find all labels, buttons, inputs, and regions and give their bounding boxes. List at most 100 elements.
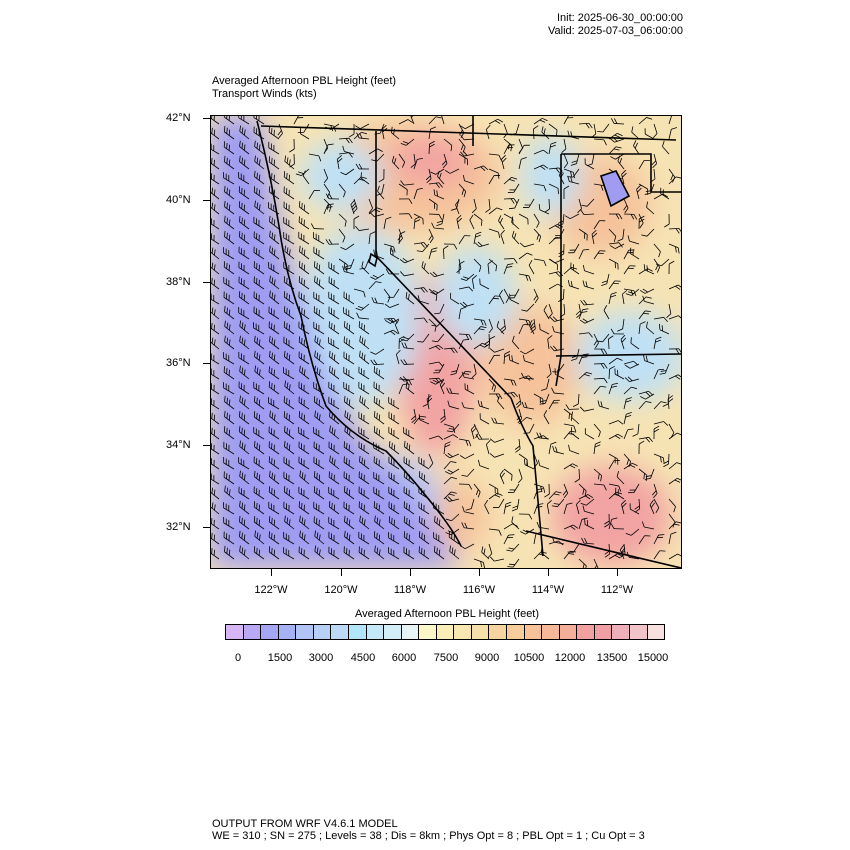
wind-barb bbox=[328, 441, 340, 455]
wind-barb bbox=[253, 456, 265, 470]
utah-valley-low bbox=[521, 136, 581, 216]
wind-barb bbox=[343, 501, 355, 515]
wind-barb bbox=[398, 213, 413, 219]
wind-barb bbox=[584, 428, 595, 440]
wind-barb bbox=[443, 245, 449, 260]
wind-barb bbox=[668, 553, 681, 560]
wind-barb bbox=[299, 515, 310, 530]
wind-barb bbox=[403, 546, 415, 560]
wind-barb bbox=[329, 455, 340, 470]
wind-barb bbox=[325, 239, 340, 245]
wind-barb bbox=[653, 453, 665, 464]
wind-barb bbox=[238, 276, 250, 290]
wind-barb bbox=[401, 342, 415, 350]
wind-barb bbox=[239, 320, 250, 335]
colorbar-swatch bbox=[331, 625, 349, 639]
wind-barb bbox=[473, 165, 489, 171]
wind-barb bbox=[631, 126, 640, 140]
wind-barb bbox=[593, 483, 607, 491]
wind-barb bbox=[609, 243, 625, 249]
wind-barb bbox=[515, 393, 522, 409]
lat-label-36n: 36°N bbox=[166, 357, 191, 369]
wind-barb bbox=[518, 468, 523, 484]
wind-barb bbox=[608, 420, 624, 425]
wind-barb bbox=[653, 534, 665, 545]
wind-barb bbox=[269, 350, 280, 365]
wind-barb bbox=[623, 428, 634, 440]
wind-barb bbox=[388, 440, 400, 455]
wind-barb bbox=[584, 158, 595, 170]
wind-barb bbox=[428, 126, 437, 140]
wind-barb bbox=[465, 498, 475, 511]
wind-barb bbox=[416, 243, 430, 253]
wind-barb bbox=[614, 368, 625, 380]
wind-barb bbox=[313, 291, 325, 305]
wind-barb bbox=[518, 157, 527, 170]
wind-barb bbox=[343, 366, 355, 380]
wind-barb bbox=[253, 501, 265, 515]
wind-barb bbox=[511, 230, 520, 245]
wind-barb bbox=[387, 288, 400, 298]
wind-barb bbox=[458, 183, 467, 198]
wind-barb bbox=[488, 378, 497, 393]
wind-barb bbox=[268, 366, 280, 380]
wind-barb bbox=[283, 532, 295, 545]
wind-barb bbox=[239, 530, 250, 545]
lon-label-118w: 118°W bbox=[393, 584, 427, 596]
colorbar-swatch bbox=[471, 625, 490, 639]
wind-barb bbox=[239, 335, 250, 350]
wind-barb bbox=[343, 471, 355, 485]
wind-barb bbox=[668, 243, 680, 254]
wind-barb bbox=[223, 471, 235, 485]
wind-barb bbox=[578, 228, 588, 241]
wind-barb bbox=[582, 280, 595, 290]
wind-barb bbox=[328, 487, 340, 500]
wind-barb bbox=[627, 235, 640, 245]
wind-barb bbox=[552, 326, 565, 335]
wind-barb bbox=[239, 215, 250, 230]
wind-barb bbox=[410, 153, 416, 168]
wind-barb bbox=[254, 170, 265, 185]
wind-barb bbox=[313, 396, 325, 410]
wind-barb bbox=[211, 532, 220, 545]
wind-barb bbox=[373, 501, 385, 515]
wind-barb bbox=[211, 173, 220, 185]
wind-barb bbox=[314, 335, 325, 350]
wind-barb bbox=[253, 246, 265, 260]
wind-barb bbox=[653, 368, 664, 380]
wind-barb bbox=[325, 193, 340, 200]
wind-barb bbox=[578, 122, 593, 129]
colorbar-swatch bbox=[436, 625, 455, 639]
wind-barb bbox=[253, 231, 265, 245]
wind-barb bbox=[293, 116, 304, 125]
wind-barb bbox=[458, 235, 471, 245]
wind-barb bbox=[646, 321, 655, 335]
wind-barb bbox=[223, 531, 235, 545]
wind-barb bbox=[458, 438, 472, 447]
wind-barb bbox=[638, 310, 651, 320]
valid-time-text: Valid: 2025-07-03_06:00:00 bbox=[548, 25, 683, 37]
wind-barb bbox=[434, 515, 445, 530]
wind-barb bbox=[538, 204, 550, 215]
model-info-line-2: WE = 310 ; SN = 275 ; Levels = 38 ; Dis … bbox=[212, 830, 645, 842]
wind-barb bbox=[428, 213, 443, 220]
wind-barb bbox=[211, 487, 220, 500]
wind-barb bbox=[608, 335, 614, 350]
wind-barb bbox=[374, 545, 385, 560]
wind-barb bbox=[546, 363, 552, 379]
wind-barb bbox=[428, 318, 437, 332]
wind-barb bbox=[548, 441, 557, 455]
wind-barb bbox=[211, 337, 220, 350]
wind-barb bbox=[425, 168, 432, 184]
wind-barb bbox=[211, 368, 220, 380]
wind-barb bbox=[533, 213, 540, 228]
wind-barb bbox=[533, 125, 539, 140]
wind-barb bbox=[519, 242, 535, 248]
wind-barb bbox=[388, 501, 400, 515]
lon-tick bbox=[271, 569, 272, 576]
wind-barb bbox=[268, 501, 280, 515]
wind-barb bbox=[473, 213, 483, 226]
wind-barb bbox=[302, 170, 310, 185]
wind-barb bbox=[503, 144, 515, 155]
wind-barb bbox=[668, 462, 681, 470]
